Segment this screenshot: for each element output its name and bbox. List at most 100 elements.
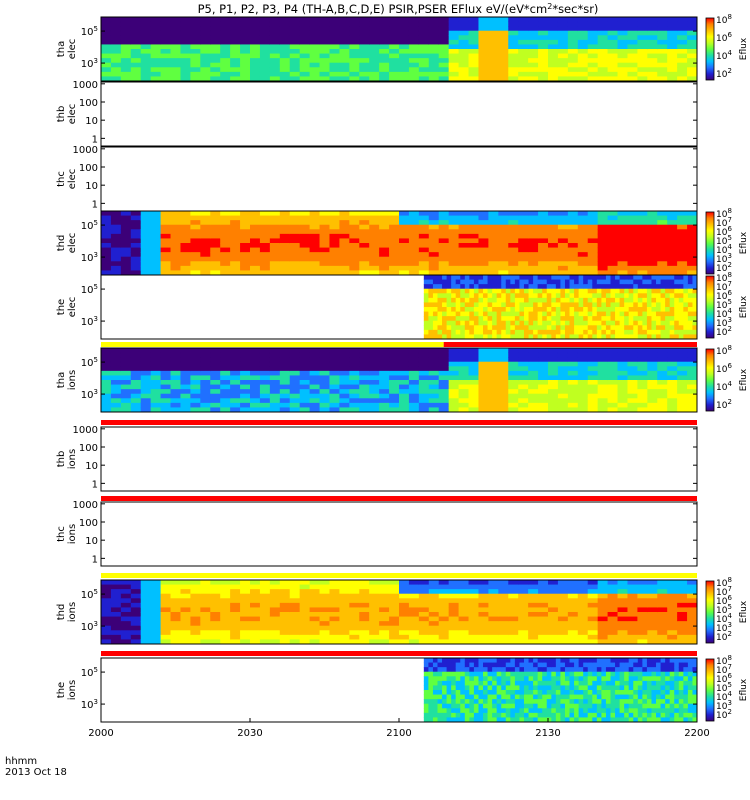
heatmap-cell — [428, 30, 440, 36]
heatmap-cell — [617, 361, 628, 367]
heatmap-cell — [578, 671, 584, 677]
panel-ylabel: thcions — [56, 524, 78, 544]
heatmap-cell — [514, 703, 520, 709]
heatmap-cell — [601, 293, 607, 299]
heatmap-cell — [359, 380, 370, 386]
heatmap-cell — [569, 658, 575, 664]
heatmap-cell — [399, 53, 410, 59]
heatmap-cell — [289, 398, 301, 404]
heatmap-cell — [557, 49, 569, 55]
heatmap-cell — [647, 621, 658, 627]
heatmap-cell — [605, 699, 611, 705]
heatmap-cell — [468, 238, 479, 244]
heatmap-cell — [259, 639, 271, 645]
heatmap-cell — [496, 284, 502, 290]
heatmap-cell — [170, 634, 181, 640]
heatmap-cell — [458, 215, 470, 221]
heatmap-cell — [567, 229, 579, 235]
heatmap-cell — [508, 256, 519, 262]
heatmap-cell — [567, 265, 579, 271]
heatmap-cell — [190, 243, 201, 249]
heatmap-cell — [657, 44, 668, 50]
heatmap-cell — [587, 49, 599, 55]
heatmap-cell — [150, 598, 162, 604]
heatmap-cell — [633, 334, 639, 340]
heatmap-cell — [577, 402, 589, 408]
heatmap-cell — [220, 71, 231, 77]
heatmap-cell — [637, 44, 648, 50]
heatmap-cell — [458, 625, 470, 631]
heatmap-cell — [240, 398, 251, 404]
heatmap-cell — [170, 21, 181, 27]
heatmap-cell — [299, 370, 311, 376]
heatmap-cell — [510, 703, 516, 709]
heatmap-cell — [259, 602, 271, 608]
heatmap-cell — [508, 593, 519, 599]
heatmap-cell — [451, 717, 457, 723]
heatmap-cell — [442, 275, 448, 281]
heatmap-cell — [230, 366, 241, 372]
heatmap-cell — [464, 671, 470, 677]
heatmap-cell — [230, 30, 241, 36]
heatmap-cell — [408, 616, 420, 622]
heatmap-cell — [624, 703, 630, 709]
heatmap-cell — [678, 302, 684, 308]
heatmap-cell — [438, 580, 450, 586]
heatmap-cell — [150, 49, 162, 55]
heatmap-cell — [418, 53, 430, 59]
heatmap-cell — [460, 325, 466, 331]
heatmap-cell — [657, 62, 668, 68]
heatmap-cell — [389, 366, 400, 372]
y-tick-label: 1000 — [73, 500, 98, 511]
heatmap-cell — [210, 393, 221, 399]
heatmap-cell — [657, 398, 668, 404]
heatmap-cell — [514, 685, 520, 691]
heatmap-cell — [578, 284, 584, 290]
heatmap-cell — [110, 252, 122, 258]
heatmap-cell — [505, 320, 511, 326]
heatmap-cell — [548, 238, 559, 244]
heatmap-cell — [669, 288, 675, 294]
heatmap-cell — [437, 334, 443, 340]
heatmap-cell — [647, 630, 658, 636]
heatmap-cell — [647, 211, 658, 217]
heatmap-cell — [437, 329, 443, 335]
heatmap-cell — [468, 621, 479, 627]
heatmap-cell — [101, 220, 112, 226]
heatmap-cell — [667, 243, 678, 249]
heatmap-cell — [510, 302, 516, 308]
heatmap-cell — [250, 384, 261, 390]
heatmap-cell — [110, 247, 122, 253]
heatmap-cell — [469, 667, 475, 673]
heatmap-cell — [408, 366, 420, 372]
heatmap-cell — [498, 256, 509, 262]
heatmap-cell — [468, 233, 479, 239]
heatmap-cell — [592, 685, 598, 691]
heatmap-cell — [180, 370, 191, 376]
heatmap-cell — [665, 275, 671, 281]
heatmap-cell — [546, 667, 552, 673]
heatmap-cell — [399, 229, 410, 235]
heatmap-cell — [140, 233, 152, 239]
heatmap-cell — [446, 279, 452, 285]
heatmap-cell — [548, 607, 559, 613]
heatmap-cell — [130, 62, 142, 68]
heatmap-cell — [597, 247, 609, 253]
heatmap-cell — [140, 630, 152, 636]
heatmap-cell — [120, 233, 132, 239]
heatmap-cell — [569, 320, 575, 326]
heatmap-cell — [607, 375, 619, 381]
heatmap-cell — [537, 690, 543, 696]
heatmap-cell — [210, 243, 221, 249]
heatmap-cell — [299, 384, 311, 390]
heatmap-cell — [678, 293, 684, 299]
heatmap-cell — [577, 233, 589, 239]
heatmap-cell — [498, 26, 509, 32]
heatmap-cell — [687, 293, 693, 299]
heatmap-cell — [628, 311, 634, 317]
heatmap-cell — [587, 708, 593, 714]
heatmap-cell — [190, 380, 201, 386]
heatmap-cell — [647, 39, 658, 45]
heatmap-cell — [190, 612, 201, 618]
heatmap-cell — [349, 58, 360, 64]
